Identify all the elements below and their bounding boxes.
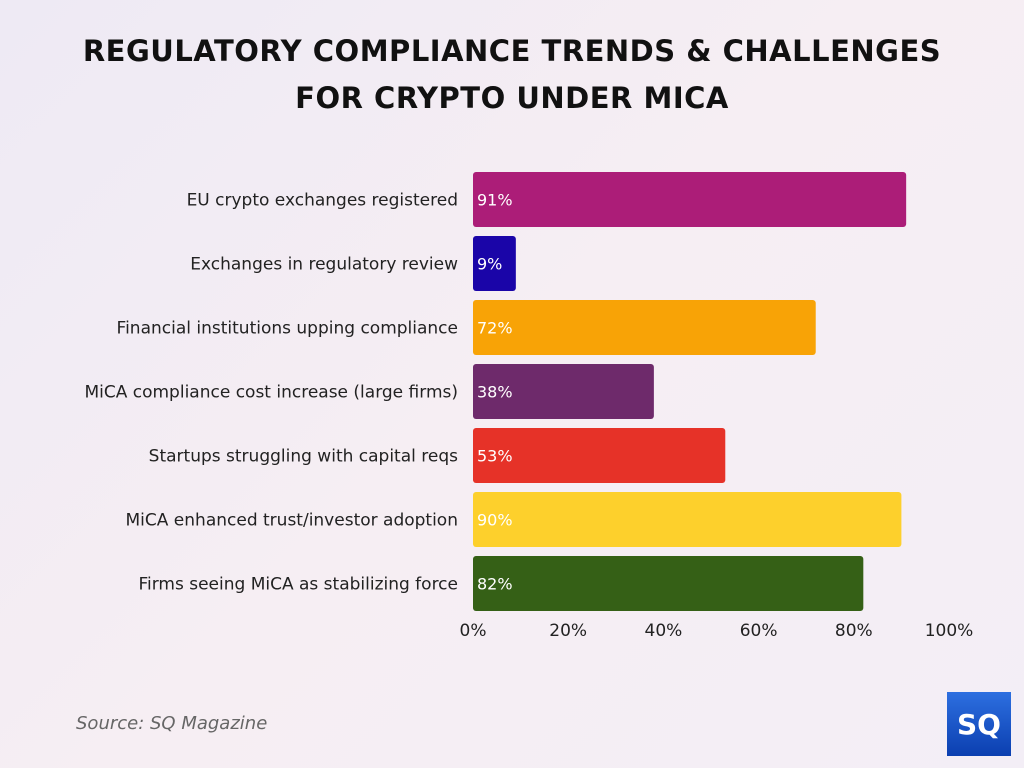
data-label: 38% [477, 383, 513, 402]
category-label: Financial institutions upping compliance [117, 319, 458, 339]
data-label: 91% [477, 191, 513, 210]
sq-logo: SQ [947, 692, 1011, 756]
x-tick-label: 80% [835, 621, 873, 641]
data-label: 90% [477, 511, 513, 530]
x-tick-label: 60% [740, 621, 778, 641]
source-note: Source: SQ Magazine [76, 713, 268, 734]
data-label: 82% [477, 575, 513, 594]
category-label: MiCA enhanced trust/investor adoption [126, 511, 458, 531]
data-label: 9% [477, 255, 502, 274]
x-tick-label: 0% [460, 621, 487, 641]
category-label: Startups struggling with capital reqs [149, 447, 458, 467]
chart-title: REGULATORY COMPLIANCE TRENDS & CHALLENGE… [82, 34, 942, 115]
data-label: 53% [477, 447, 513, 466]
category-label: EU crypto exchanges registered [187, 191, 458, 211]
bar [473, 428, 726, 483]
bar [473, 492, 902, 547]
bar [473, 556, 864, 611]
bar [473, 300, 816, 355]
x-tick-label: 20% [549, 621, 587, 641]
category-label: Exchanges in regulatory review [190, 255, 458, 275]
bar [473, 364, 654, 419]
bar [473, 236, 516, 291]
data-label: 72% [477, 319, 513, 338]
x-tick-label: 100% [925, 621, 974, 641]
bar [473, 172, 907, 227]
x-tick-label: 40% [645, 621, 683, 641]
category-label: Firms seeing MiCA as stabilizing force [138, 575, 458, 595]
category-label: MiCA compliance cost increase (large fir… [84, 383, 458, 403]
